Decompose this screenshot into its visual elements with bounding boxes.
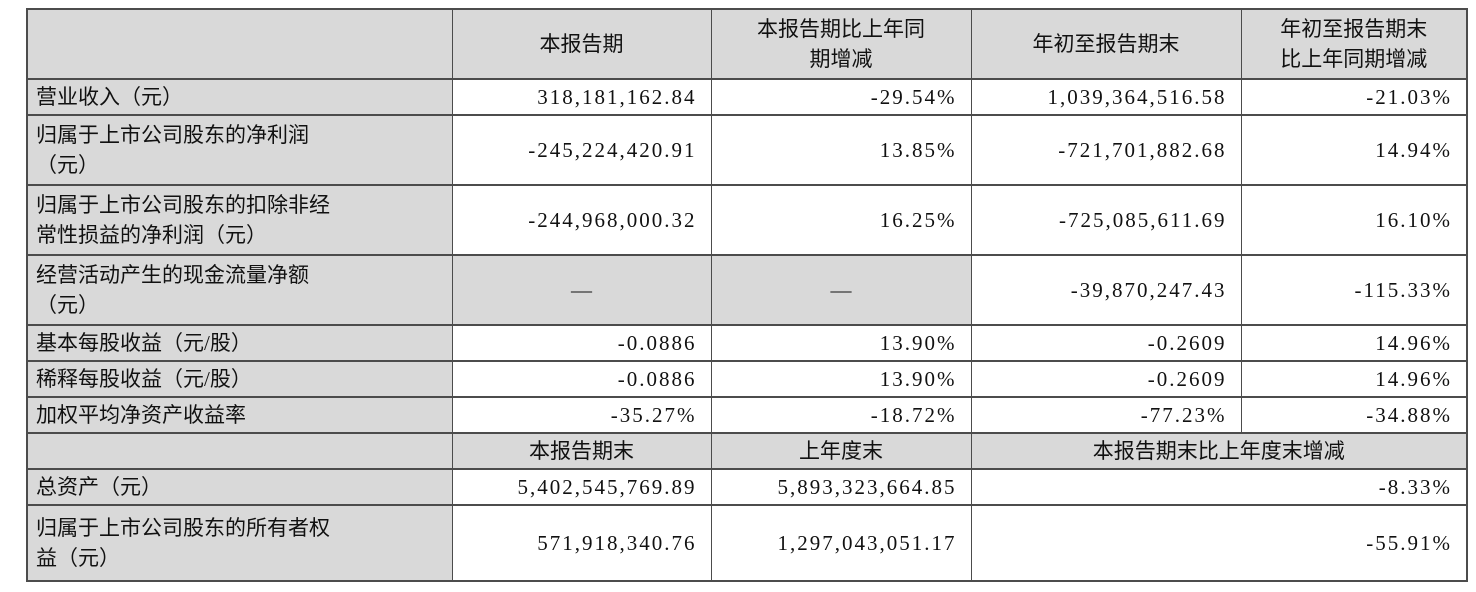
row-label: 总资产（元）: [26, 468, 453, 506]
cell-ytd: -0.2609: [970, 360, 1242, 398]
cell-ytd: -0.2609: [970, 324, 1242, 362]
cell-prev-year-end: 1,297,043,051.17: [710, 504, 972, 582]
cell-ytd: 1,039,364,516.58: [970, 78, 1242, 116]
corner-cell: [26, 8, 453, 80]
table-row-equity: 归属于上市公司股东的所有者权 益（元） 571,918,340.76 1,297…: [26, 504, 1468, 582]
cell-ytd: -721,701,882.68: [970, 114, 1242, 186]
cell-current-yoy: -18.72%: [710, 396, 972, 434]
table-row-basic-eps: 基本每股收益（元/股） -0.0886 13.90% -0.2609 14.96…: [26, 324, 1468, 362]
table-row-diluted-eps: 稀释每股收益（元/股） -0.0886 13.90% -0.2609 14.96…: [26, 360, 1468, 398]
table-row-weighted-avg-roe: 加权平均净资产收益率 -35.27% -18.72% -77.23% -34.8…: [26, 396, 1468, 434]
table-row-net-profit: 归属于上市公司股东的净利润 （元） -245,224,420.91 13.85%…: [26, 114, 1468, 186]
column-header-period-end-change: 本报告期末比上年度末增减: [970, 432, 1468, 470]
cell-current-dash: —: [451, 254, 712, 326]
cell-ytd: -39,870,247.43: [970, 254, 1242, 326]
column-header-current-period: 本报告期: [451, 8, 712, 80]
cell-current: 318,181,162.84: [451, 78, 712, 116]
row-label: 归属于上市公司股东的净利润 （元）: [26, 114, 453, 186]
cell-current-yoy: 13.85%: [710, 114, 972, 186]
row-label: 营业收入（元）: [26, 78, 453, 116]
cell-current-yoy: -29.54%: [710, 78, 972, 116]
column-header-prev-year-end: 上年度末: [710, 432, 972, 470]
cell-change: -55.91%: [970, 504, 1468, 582]
cell-ytd-yoy: -115.33%: [1240, 254, 1468, 326]
cell-period-end: 571,918,340.76: [451, 504, 712, 582]
cell-current: -245,224,420.91: [451, 114, 712, 186]
cell-current: -0.0886: [451, 324, 712, 362]
table-header-row-period: 本报告期 本报告期比上年同 期增减 年初至报告期末 年初至报告期末 比上年同期增…: [26, 8, 1468, 80]
table-row-net-profit-excl-nonrecurring: 归属于上市公司股东的扣除非经 常性损益的净利润（元） -244,968,000.…: [26, 184, 1468, 256]
row-label: 加权平均净资产收益率: [26, 396, 453, 434]
cell-ytd-yoy: -21.03%: [1240, 78, 1468, 116]
cell-period-end: 5,402,545,769.89: [451, 468, 712, 506]
financial-summary-table: 本报告期 本报告期比上年同 期增减 年初至报告期末 年初至报告期末 比上年同期增…: [26, 8, 1468, 582]
row-label: 经营活动产生的现金流量净额 （元）: [26, 254, 453, 326]
table-row-operating-cash-flow: 经营活动产生的现金流量净额 （元） — — -39,870,247.43 -11…: [26, 254, 1468, 326]
cell-ytd: -77.23%: [970, 396, 1242, 434]
cell-ytd-yoy: 14.94%: [1240, 114, 1468, 186]
row-label: 稀释每股收益（元/股）: [26, 360, 453, 398]
cell-current-yoy: 16.25%: [710, 184, 972, 256]
row-label: 归属于上市公司股东的扣除非经 常性损益的净利润（元）: [26, 184, 453, 256]
row-label: 基本每股收益（元/股）: [26, 324, 453, 362]
cell-current-yoy-dash: —: [710, 254, 972, 326]
cell-current: -244,968,000.32: [451, 184, 712, 256]
cell-ytd-yoy: 14.96%: [1240, 324, 1468, 362]
cell-current: -35.27%: [451, 396, 712, 434]
cell-ytd-yoy: -34.88%: [1240, 396, 1468, 434]
column-header-period-end: 本报告期末: [451, 432, 712, 470]
cell-current-yoy: 13.90%: [710, 360, 972, 398]
table-header-row-balance: 本报告期末 上年度末 本报告期末比上年度末增减: [26, 432, 1468, 470]
cell-prev-year-end: 5,893,323,664.85: [710, 468, 972, 506]
row-label: 归属于上市公司股东的所有者权 益（元）: [26, 504, 453, 582]
column-header-current-period-yoy: 本报告期比上年同 期增减: [710, 8, 972, 80]
column-header-ytd: 年初至报告期末: [970, 8, 1242, 80]
cell-change: -8.33%: [970, 468, 1468, 506]
cell-ytd-yoy: 16.10%: [1240, 184, 1468, 256]
cell-current-yoy: 13.90%: [710, 324, 972, 362]
corner-cell: [26, 432, 453, 470]
cell-ytd-yoy: 14.96%: [1240, 360, 1468, 398]
column-header-ytd-yoy: 年初至报告期末 比上年同期增减: [1240, 8, 1468, 80]
cell-ytd: -725,085,611.69: [970, 184, 1242, 256]
table-row-total-assets: 总资产（元） 5,402,545,769.89 5,893,323,664.85…: [26, 468, 1468, 506]
cell-current: -0.0886: [451, 360, 712, 398]
table-row-revenue: 营业收入（元） 318,181,162.84 -29.54% 1,039,364…: [26, 78, 1468, 116]
